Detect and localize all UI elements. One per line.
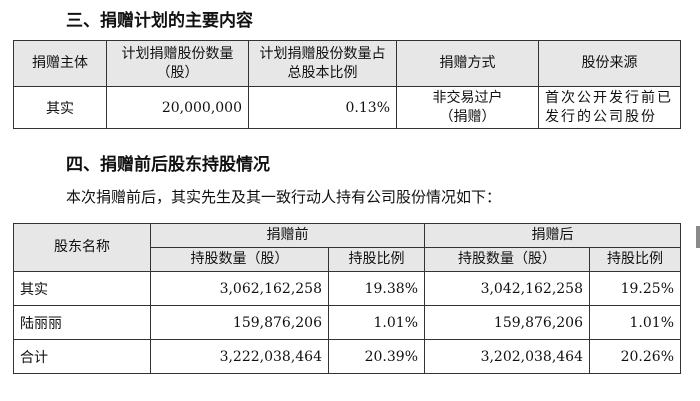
cell-planned-shares: 20,000,000 [106, 86, 249, 129]
cell-method: 非交易过户 （捐赠） [396, 86, 539, 129]
header-before-ratio: 持股比例 [328, 247, 425, 272]
cell-method-line1: 非交易过户 [432, 89, 503, 106]
cell-after-shares: 159,876,206 [424, 305, 590, 340]
cell-source: 首次公开发行前已发行的公司股份 [538, 86, 681, 129]
cell-before-shares: 3,062,162,258 [150, 271, 329, 306]
donation-plan-table: 捐赠主体 计划捐赠股份数量（股） 计划捐赠股份数量占总股本比例 捐赠方式 股份来… [13, 40, 681, 129]
cell-planned-ratio: 0.13% [248, 86, 397, 129]
header-method: 捐赠方式 [396, 40, 539, 87]
header-donor: 捐赠主体 [13, 40, 107, 87]
scrollbar-thumb[interactable] [696, 226, 700, 248]
shareholding-table: 股东名称 捐赠前 捐赠后 持股数量（股） 持股比例 持股数量（股） 持股比例 其… [13, 223, 681, 374]
cell-after-ratio: 20.26% [589, 339, 681, 374]
cell-after-shares: 3,202,038,464 [424, 339, 590, 374]
cell-shareholder-name: 陆丽丽 [13, 305, 151, 340]
cell-before-ratio: 1.01% [328, 305, 425, 340]
section-4-intro: 本次捐赠前后，其实先生及其一致行动人持有公司股份情况如下： [66, 188, 502, 206]
cell-before-shares: 159,876,206 [150, 305, 329, 340]
shareholding-header-row-1: 股东名称 捐赠前 捐赠后 [13, 223, 681, 272]
cell-before-shares: 3,222,038,464 [150, 339, 329, 374]
cell-after-ratio: 1.01% [589, 305, 681, 340]
table-row-total: 合计 3,222,038,464 20.39% 3,202,038,464 20… [13, 339, 681, 374]
header-before-donation: 捐赠前 [150, 223, 425, 248]
table-row: 陆丽丽 159,876,206 1.01% 159,876,206 1.01% [13, 305, 681, 340]
cell-shareholder-name: 合计 [13, 339, 151, 374]
cell-donor: 其实 [13, 86, 107, 129]
header-after-shares: 持股数量（股） [424, 247, 590, 272]
header-before-shares: 持股数量（股） [150, 247, 329, 272]
header-shareholder-name: 股东名称 [13, 223, 151, 272]
header-planned-shares: 计划捐赠股份数量（股） [106, 40, 249, 87]
table-row: 其实 3,062,162,258 19.38% 3,042,162,258 19… [13, 271, 681, 306]
donation-plan-row: 其实 20,000,000 0.13% 非交易过户 （捐赠） 首次公开发行前已发… [13, 86, 681, 129]
donation-plan-header-row: 捐赠主体 计划捐赠股份数量（股） 计划捐赠股份数量占总股本比例 捐赠方式 股份来… [13, 40, 681, 87]
section-3-heading: 三、捐赠计划的主要内容 [66, 11, 253, 31]
header-source: 股份来源 [538, 40, 681, 87]
section-4-heading: 四、捐赠前后股东持股情况 [66, 155, 270, 175]
header-planned-ratio: 计划捐赠股份数量占总股本比例 [248, 40, 397, 87]
cell-after-ratio: 19.25% [589, 271, 681, 306]
cell-method-line2: （捐赠） [439, 108, 496, 125]
header-after-ratio: 持股比例 [589, 247, 681, 272]
shareholding-header-row-2: 持股数量（股） 持股比例 持股数量（股） 持股比例 [14, 247, 681, 272]
header-after-donation: 捐赠后 [424, 223, 681, 248]
cell-before-ratio: 20.39% [328, 339, 425, 374]
cell-shareholder-name: 其实 [13, 271, 151, 306]
cell-after-shares: 3,042,162,258 [424, 271, 590, 306]
cell-before-ratio: 19.38% [328, 271, 425, 306]
